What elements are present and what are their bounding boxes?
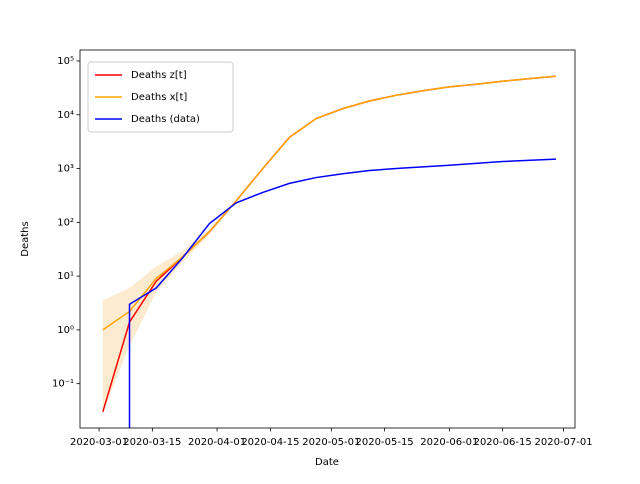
legend-box	[87, 61, 234, 133]
y-tick-label: 10¹	[57, 271, 74, 282]
y-tick-label: 10⁰	[57, 325, 74, 336]
y-tick-label: 10³	[57, 164, 74, 175]
series-line	[102, 75, 557, 331]
y-tick-label: 10²	[57, 217, 74, 228]
x-tick-label: 2020-04-01	[188, 437, 246, 448]
x-tick-label: 2020-06-15	[474, 437, 532, 448]
x-tick-label: 2020-05-01	[302, 437, 360, 448]
x-tick-label: 2020-06-01	[420, 437, 478, 448]
x-tick-label: 2020-04-15	[241, 437, 299, 448]
y-tick-label: 10⁴	[57, 110, 74, 121]
axes-frame	[79, 49, 576, 429]
x-axis-label: Date	[315, 457, 339, 468]
legend-label: Deaths z[t]	[131, 70, 187, 81]
legend-label: Deaths (data)	[131, 114, 200, 125]
y-tick-label: 10⁵	[57, 56, 74, 67]
plot-area	[102, 75, 557, 428]
x-tick-label: 2020-05-15	[356, 437, 414, 448]
x-tick-label: 2020-03-15	[123, 437, 181, 448]
y-axis-label: Deaths	[20, 221, 31, 256]
x-tick-label: 2020-07-01	[535, 437, 593, 448]
y-tick-label: 10⁻¹	[52, 379, 74, 390]
legend-label: Deaths x[t]	[131, 92, 187, 103]
x-tick-label: 2020-03-01	[70, 437, 128, 448]
series-line	[128, 158, 556, 428]
